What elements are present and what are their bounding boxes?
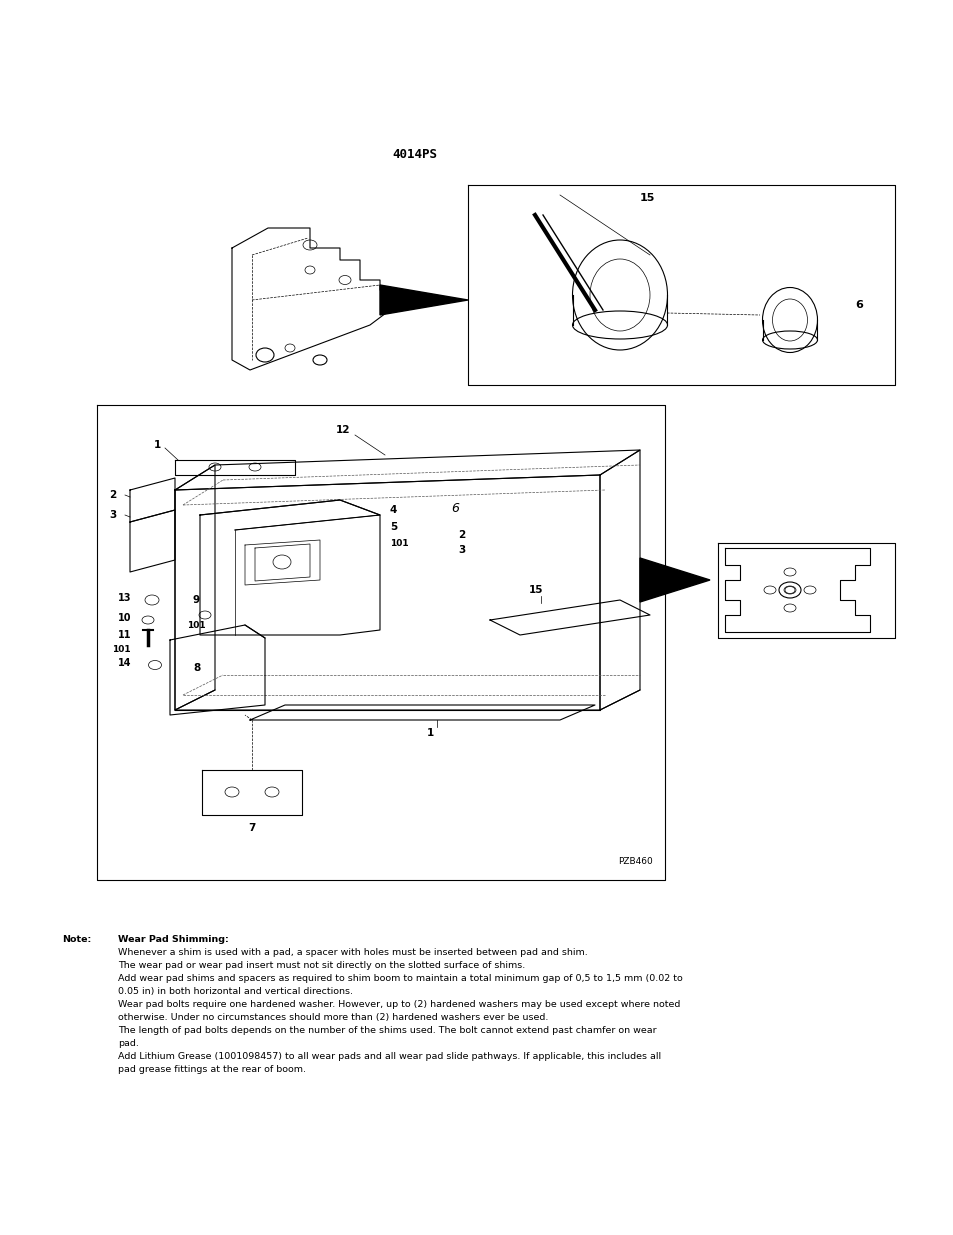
Text: PZB460: PZB460 bbox=[618, 857, 653, 867]
Text: 2: 2 bbox=[110, 490, 116, 500]
Text: 6: 6 bbox=[854, 300, 862, 310]
Text: 3: 3 bbox=[110, 510, 116, 520]
Text: 12: 12 bbox=[335, 425, 350, 435]
Text: Wear Pad Shimming:: Wear Pad Shimming: bbox=[118, 935, 229, 944]
Text: 11: 11 bbox=[117, 630, 131, 640]
Text: 5: 5 bbox=[390, 522, 396, 532]
Text: 4014PS: 4014PS bbox=[392, 148, 437, 162]
Text: Add wear pad shims and spacers as required to shim boom to maintain a total mini: Add wear pad shims and spacers as requir… bbox=[118, 974, 682, 983]
Polygon shape bbox=[639, 558, 709, 601]
Text: Add Lithium Grease (1001098457) to all wear pads and all wear pad slide pathways: Add Lithium Grease (1001098457) to all w… bbox=[118, 1052, 660, 1061]
Text: 1: 1 bbox=[426, 727, 434, 739]
Text: Wear pad bolts require one hardened washer. However, up to (2) hardened washers : Wear pad bolts require one hardened wash… bbox=[118, 1000, 679, 1009]
Text: 4: 4 bbox=[390, 505, 397, 515]
Text: The wear pad or wear pad insert must not sit directly on the slotted surface of : The wear pad or wear pad insert must not… bbox=[118, 961, 525, 969]
Text: 6: 6 bbox=[451, 501, 458, 515]
Text: 101: 101 bbox=[187, 620, 205, 630]
Text: pad grease fittings at the rear of boom.: pad grease fittings at the rear of boom. bbox=[118, 1065, 306, 1074]
Text: 7: 7 bbox=[248, 823, 255, 832]
Text: 0.05 in) in both horizontal and vertical directions.: 0.05 in) in both horizontal and vertical… bbox=[118, 987, 353, 995]
Text: 15: 15 bbox=[528, 585, 542, 595]
Text: 8: 8 bbox=[193, 663, 200, 673]
Text: 9: 9 bbox=[193, 595, 199, 605]
Polygon shape bbox=[379, 285, 468, 315]
Text: 13: 13 bbox=[117, 593, 131, 603]
Text: 1: 1 bbox=[153, 440, 160, 450]
Text: 10: 10 bbox=[117, 613, 131, 622]
Text: Note:: Note: bbox=[62, 935, 91, 944]
Text: 101: 101 bbox=[112, 646, 131, 655]
Text: otherwise. Under no circumstances should more than (2) hardened washers ever be : otherwise. Under no circumstances should… bbox=[118, 1013, 548, 1023]
Text: 2: 2 bbox=[457, 530, 465, 540]
Text: 15: 15 bbox=[639, 193, 655, 203]
Text: 14: 14 bbox=[117, 658, 131, 668]
Text: 3: 3 bbox=[457, 545, 465, 555]
Text: Whenever a shim is used with a pad, a spacer with holes must be inserted between: Whenever a shim is used with a pad, a sp… bbox=[118, 948, 587, 957]
Text: 101: 101 bbox=[390, 538, 408, 547]
Text: pad.: pad. bbox=[118, 1039, 139, 1049]
Text: The length of pad bolts depends on the number of the shims used. The bolt cannot: The length of pad bolts depends on the n… bbox=[118, 1026, 656, 1035]
